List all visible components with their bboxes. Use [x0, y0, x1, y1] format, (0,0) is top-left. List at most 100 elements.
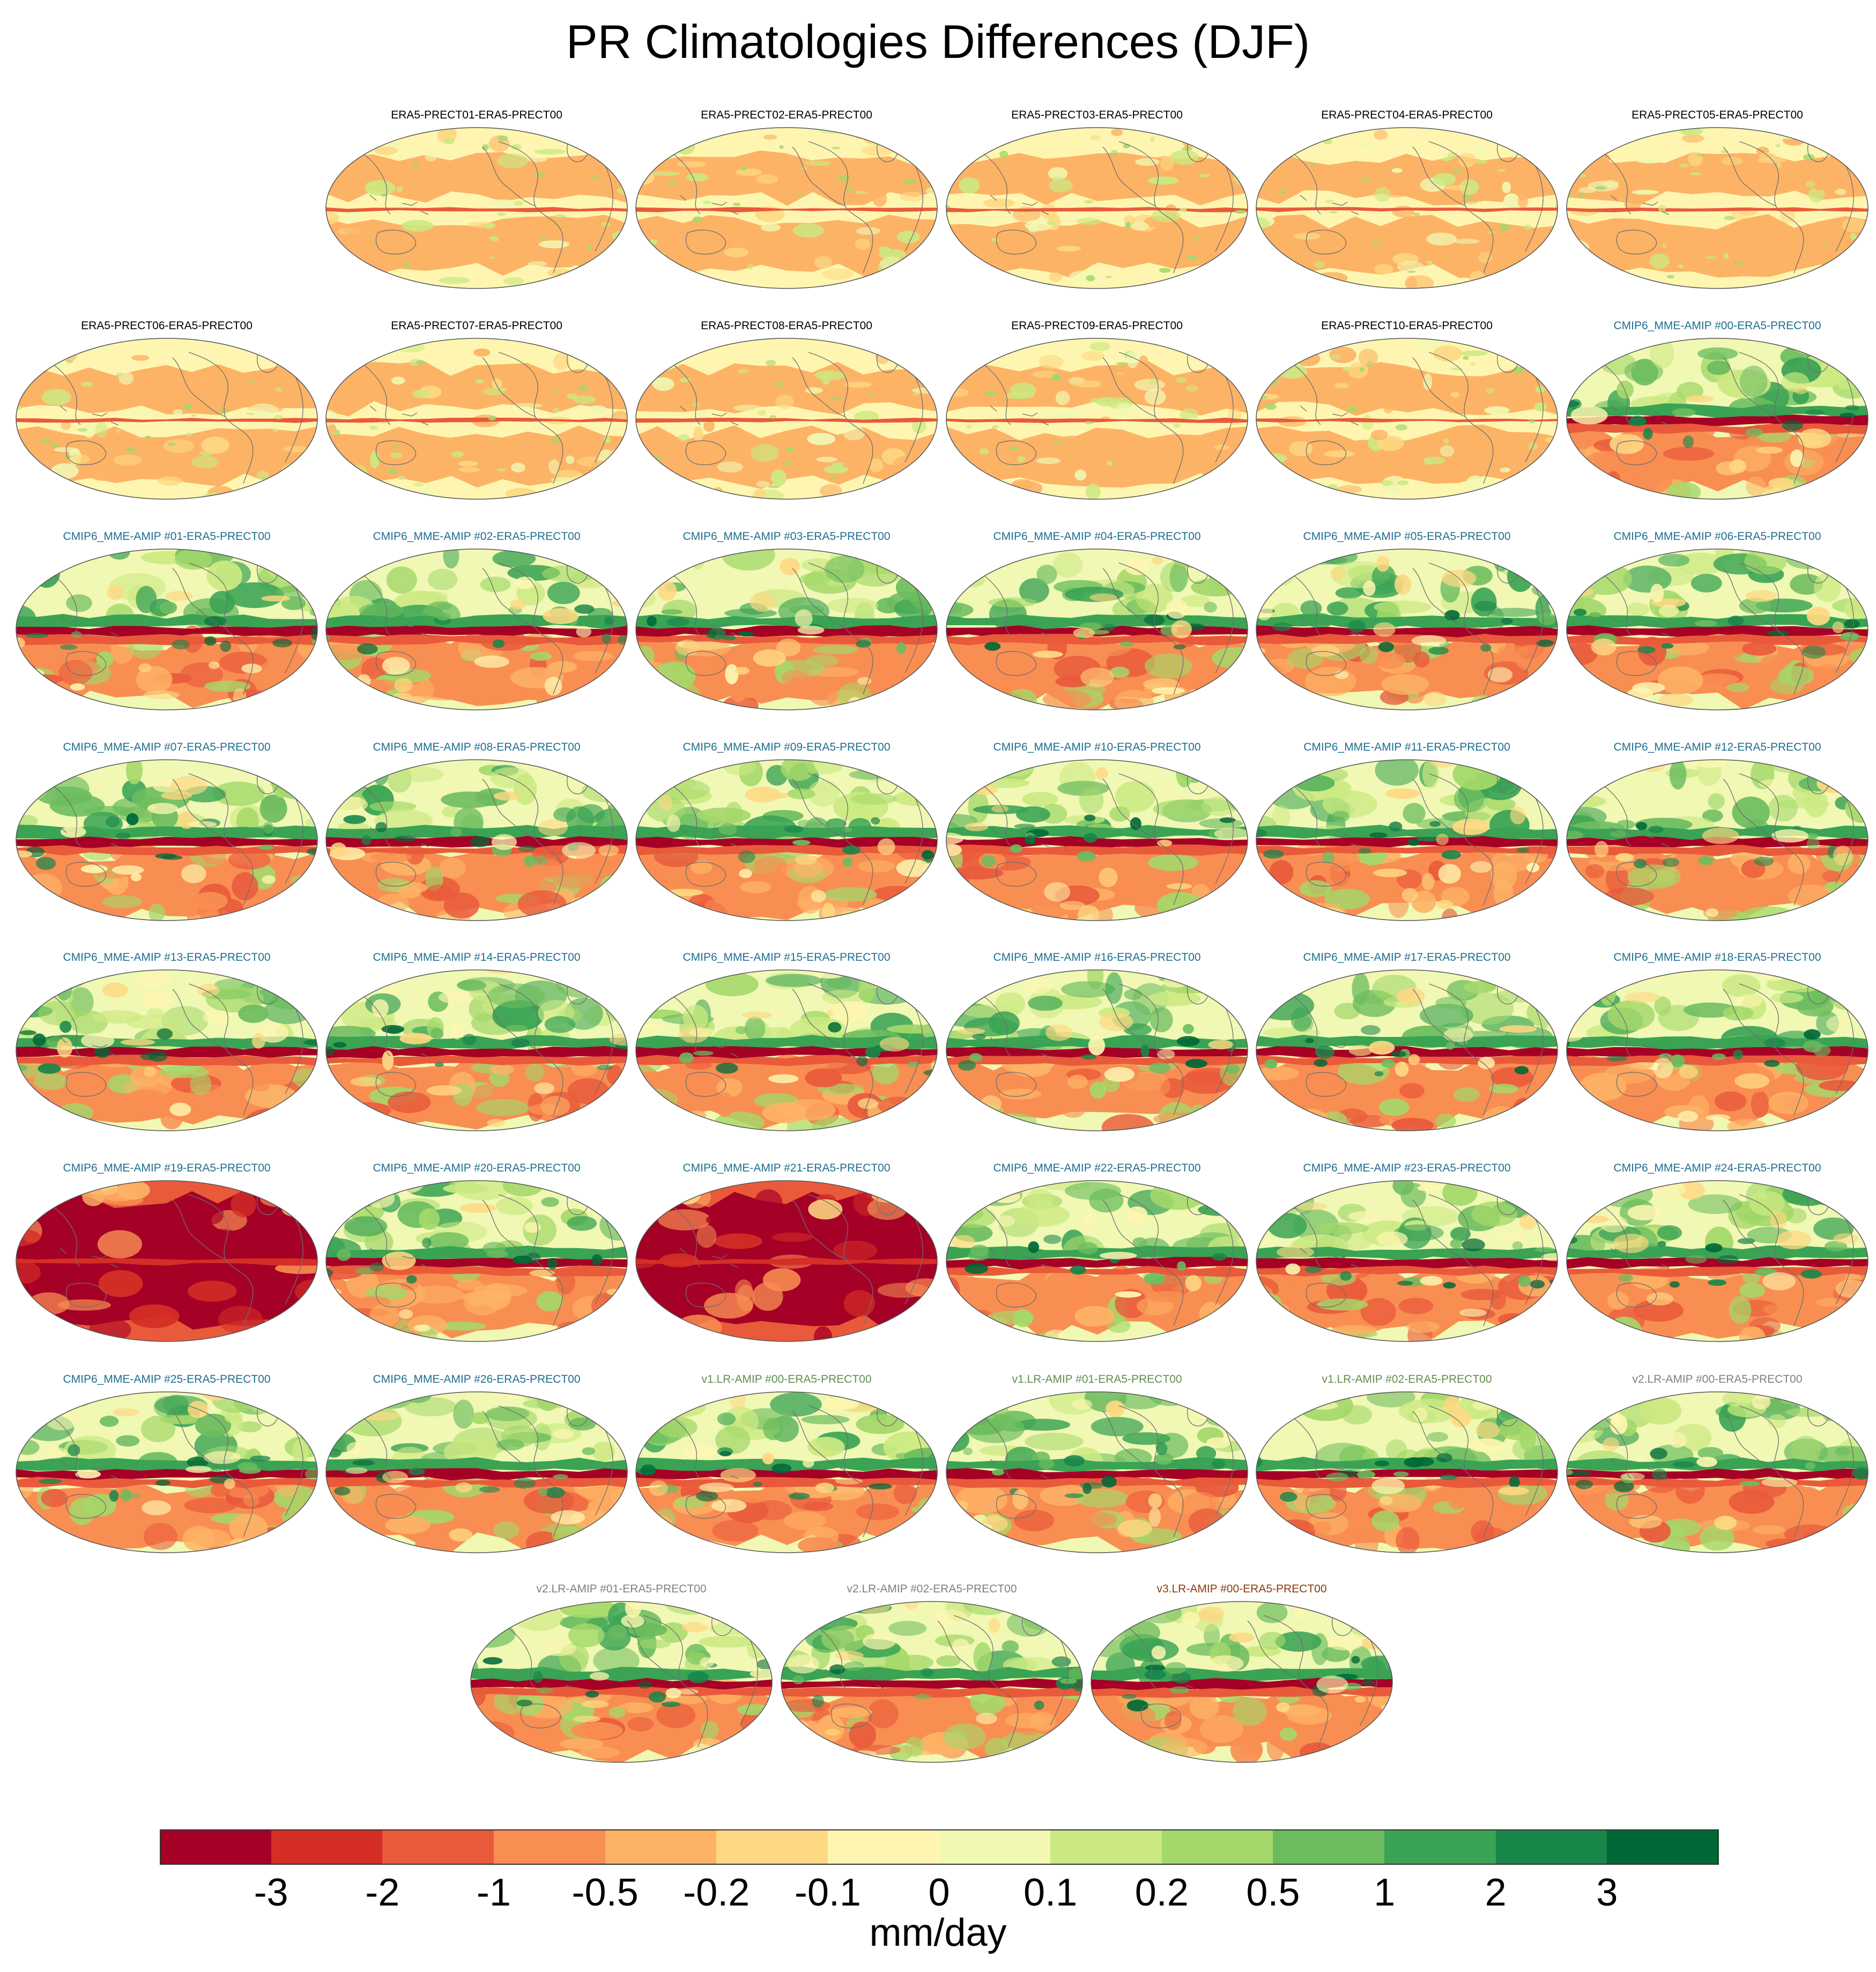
panel-label: CMIP6_MME-AMIP #07-ERA5-PRECT00	[63, 741, 271, 753]
colorbar-segment	[1495, 1829, 1607, 1865]
map-panel: CMIP6_MME-AMIP #02-ERA5-PRECT00	[322, 530, 632, 712]
panel-label: CMIP6_MME-AMIP #13-ERA5-PRECT00	[63, 951, 271, 963]
global-map	[16, 759, 318, 921]
map-panel: CMIP6_MME-AMIP #10-ERA5-PRECT00	[942, 740, 1252, 923]
colorbar-tick-label: -1	[476, 1871, 511, 1914]
global-map	[946, 1180, 1248, 1342]
panel-label: CMIP6_MME-AMIP #06-ERA5-PRECT00	[1613, 530, 1821, 543]
global-map	[16, 1180, 318, 1342]
global-map	[946, 759, 1248, 921]
map-panel: CMIP6_MME-AMIP #18-ERA5-PRECT00	[1562, 951, 1872, 1133]
panel-label: CMIP6_MME-AMIP #02-ERA5-PRECT00	[373, 530, 581, 543]
global-map	[1256, 759, 1558, 921]
global-map	[1256, 548, 1558, 710]
global-map	[1256, 127, 1558, 289]
colorbar-segment	[1607, 1829, 1719, 1865]
panel-label: v1.LR-AMIP #02-ERA5-PRECT00	[1322, 1373, 1492, 1385]
map-panel: ERA5-PRECT06-ERA5-PRECT00	[12, 319, 322, 501]
global-map	[635, 759, 938, 921]
panel-label: CMIP6_MME-AMIP #03-ERA5-PRECT00	[683, 530, 891, 543]
map-panel: CMIP6_MME-AMIP #25-ERA5-PRECT00	[12, 1373, 322, 1555]
colorbar-tick-label: -2	[365, 1871, 400, 1914]
panel-label: CMIP6_MME-AMIP #10-ERA5-PRECT00	[993, 741, 1201, 753]
panel-label: CMIP6_MME-AMIP #12-ERA5-PRECT00	[1613, 741, 1821, 753]
global-map	[325, 759, 628, 921]
panel-label: CMIP6_MME-AMIP #04-ERA5-PRECT00	[993, 530, 1201, 543]
panel-label: ERA5-PRECT08-ERA5-PRECT00	[701, 320, 872, 332]
global-map	[1566, 127, 1868, 289]
global-map	[325, 548, 628, 710]
global-map	[1091, 1601, 1393, 1763]
map-panel: CMIP6_MME-AMIP #12-ERA5-PRECT00	[1562, 740, 1872, 923]
map-panel: v3.LR-AMIP #00-ERA5-PRECT00	[1087, 1582, 1397, 1765]
colorbar-segment	[939, 1829, 1051, 1865]
panel-label: CMIP6_MME-AMIP #20-ERA5-PRECT00	[373, 1162, 581, 1174]
colorbar-tick-label: -3	[254, 1871, 288, 1914]
map-panel: CMIP6_MME-AMIP #00-ERA5-PRECT00	[1562, 319, 1872, 501]
colorbar-tick-label: 2	[1485, 1871, 1507, 1914]
colorbar-segment	[160, 1829, 272, 1865]
global-map	[946, 548, 1248, 710]
map-panel: CMIP6_MME-AMIP #13-ERA5-PRECT00	[12, 951, 322, 1133]
panel-label: CMIP6_MME-AMIP #18-ERA5-PRECT00	[1613, 951, 1821, 963]
map-panel: CMIP6_MME-AMIP #14-ERA5-PRECT00	[322, 951, 632, 1133]
map-panel: CMIP6_MME-AMIP #06-ERA5-PRECT00	[1562, 530, 1872, 712]
global-map	[325, 969, 628, 1131]
map-panel: CMIP6_MME-AMIP #23-ERA5-PRECT00	[1252, 1161, 1562, 1344]
panel-label: CMIP6_MME-AMIP #09-ERA5-PRECT00	[683, 741, 891, 753]
panel-label: v2.LR-AMIP #00-ERA5-PRECT00	[1632, 1373, 1803, 1385]
panel-label: v3.LR-AMIP #00-ERA5-PRECT00	[1156, 1583, 1327, 1595]
map-panel: CMIP6_MME-AMIP #08-ERA5-PRECT00	[322, 740, 632, 923]
global-map	[1566, 1180, 1868, 1342]
panel-label: v1.LR-AMIP #00-ERA5-PRECT00	[701, 1373, 872, 1385]
colorbar-segment	[1161, 1829, 1274, 1865]
map-panel: ERA5-PRECT02-ERA5-PRECT00	[632, 108, 941, 291]
figure-title: PR Climatologies Differences (DJF)	[566, 15, 1310, 68]
map-panel: v1.LR-AMIP #02-ERA5-PRECT00	[1252, 1373, 1562, 1555]
colorbar-tick-label: 0	[928, 1871, 950, 1914]
map-panel: CMIP6_MME-AMIP #04-ERA5-PRECT00	[942, 530, 1252, 712]
colorbar-segment	[827, 1829, 940, 1865]
global-map	[635, 1391, 938, 1553]
global-map	[635, 1180, 938, 1342]
colorbar-tick-label: 3	[1596, 1871, 1618, 1914]
panel-label: CMIP6_MME-AMIP #25-ERA5-PRECT00	[63, 1373, 271, 1385]
colorbar-segment	[382, 1829, 494, 1865]
global-map	[1566, 338, 1868, 500]
colorbar-segment	[605, 1829, 717, 1865]
panel-label: ERA5-PRECT07-ERA5-PRECT00	[391, 320, 562, 332]
global-map	[325, 338, 628, 500]
panel-label: CMIP6_MME-AMIP #17-ERA5-PRECT00	[1303, 951, 1511, 963]
map-panel: CMIP6_MME-AMIP #03-ERA5-PRECT00	[632, 530, 941, 712]
global-map	[1566, 548, 1868, 710]
colorbar-units: mm/day	[869, 1911, 1007, 1954]
map-panel: ERA5-PRECT08-ERA5-PRECT00	[632, 319, 941, 501]
global-map	[1256, 1180, 1558, 1342]
map-panel: CMIP6_MME-AMIP #01-ERA5-PRECT00	[12, 530, 322, 712]
map-panel: CMIP6_MME-AMIP #17-ERA5-PRECT00	[1252, 951, 1562, 1133]
panel-label: v2.LR-AMIP #02-ERA5-PRECT00	[847, 1583, 1017, 1595]
panel-label: CMIP6_MME-AMIP #23-ERA5-PRECT00	[1303, 1162, 1511, 1174]
map-panel: ERA5-PRECT05-ERA5-PRECT00	[1562, 108, 1872, 291]
panel-label: CMIP6_MME-AMIP #08-ERA5-PRECT00	[373, 741, 581, 753]
panel-label: ERA5-PRECT02-ERA5-PRECT00	[701, 109, 872, 121]
global-map	[781, 1601, 1083, 1763]
global-map	[635, 969, 938, 1131]
map-panel: ERA5-PRECT07-ERA5-PRECT00	[322, 319, 632, 501]
map-panel: ERA5-PRECT03-ERA5-PRECT00	[942, 108, 1252, 291]
map-panel: CMIP6_MME-AMIP #21-ERA5-PRECT00	[632, 1161, 941, 1344]
global-map	[1256, 969, 1558, 1131]
colorbar-segment	[271, 1829, 383, 1865]
colorbar-segment	[716, 1829, 828, 1865]
panel-label: CMIP6_MME-AMIP #01-ERA5-PRECT00	[63, 530, 271, 543]
map-panel: CMIP6_MME-AMIP #26-ERA5-PRECT00	[322, 1373, 632, 1555]
map-panel: CMIP6_MME-AMIP #19-ERA5-PRECT00	[12, 1161, 322, 1344]
colorbar-segment	[1273, 1829, 1385, 1865]
panel-label: ERA5-PRECT04-ERA5-PRECT00	[1321, 109, 1493, 121]
global-map	[1256, 338, 1558, 500]
panel-label: CMIP6_MME-AMIP #26-ERA5-PRECT00	[373, 1373, 581, 1385]
global-map	[946, 969, 1248, 1131]
map-panel: CMIP6_MME-AMIP #07-ERA5-PRECT00	[12, 740, 322, 923]
panel-label: ERA5-PRECT05-ERA5-PRECT00	[1632, 109, 1803, 121]
panel-label: ERA5-PRECT03-ERA5-PRECT00	[1011, 109, 1183, 121]
